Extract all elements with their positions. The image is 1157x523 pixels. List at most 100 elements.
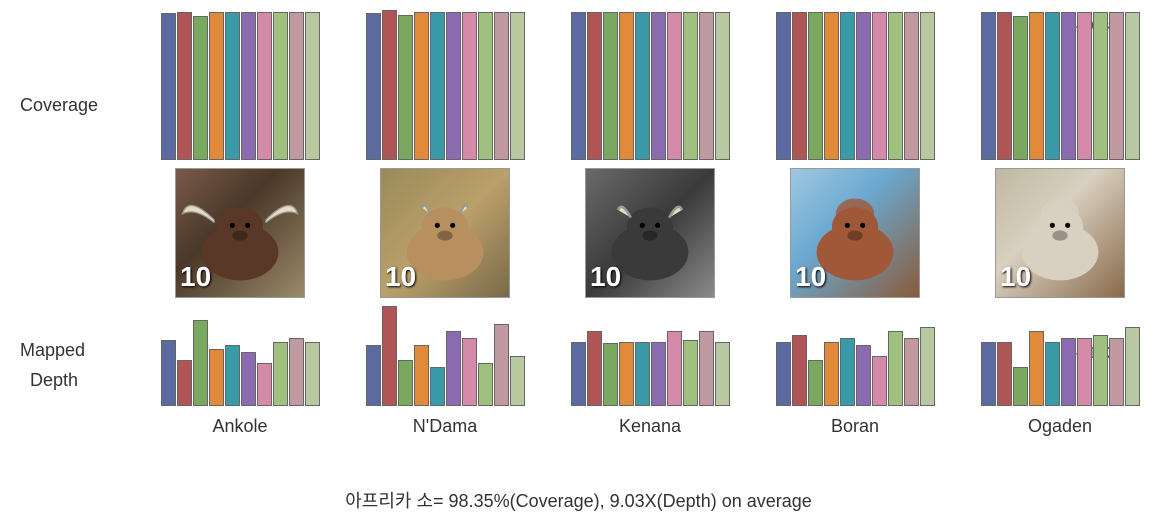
group-name-label: Kenana <box>619 416 681 437</box>
depth-bars <box>981 306 1140 406</box>
depth-bar <box>366 345 381 406</box>
coverage-bar <box>683 12 698 161</box>
coverage-bar <box>920 12 935 161</box>
depth-bar <box>177 360 192 406</box>
depth-bar <box>414 345 429 406</box>
coverage-bar <box>1093 12 1108 161</box>
depth-bar <box>792 335 807 406</box>
coverage-bar <box>699 12 714 161</box>
coverage-bar <box>446 12 461 161</box>
coverage-bar <box>161 13 176 160</box>
depth-label: Depth <box>30 370 78 391</box>
coverage-bar <box>478 12 493 161</box>
depth-bar <box>1029 331 1044 406</box>
coverage-bar <box>289 12 304 161</box>
breed-image: 10 <box>380 168 510 298</box>
coverage-bar <box>667 12 682 161</box>
coverage-bar <box>776 12 791 161</box>
coverage-bar <box>824 12 839 161</box>
depth-bar <box>494 324 509 406</box>
depth-bars <box>366 306 525 406</box>
depth-bar <box>808 360 823 406</box>
coverage-bar <box>430 12 445 161</box>
sample-count: 10 <box>385 261 416 293</box>
depth-bar <box>193 320 208 406</box>
breed-image: 10 <box>175 168 305 298</box>
depth-bar <box>981 342 996 406</box>
depth-bar <box>824 342 839 406</box>
coverage-bar <box>241 12 256 161</box>
depth-bar <box>1125 327 1140 406</box>
depth-bar <box>1109 338 1124 406</box>
coverage-bar <box>997 12 1012 161</box>
depth-bar <box>1013 367 1028 406</box>
depth-bar <box>683 340 698 406</box>
depth-bar <box>651 342 666 406</box>
coverage-bar <box>177 12 192 161</box>
coverage-bar <box>872 12 887 160</box>
coverage-bar <box>587 12 602 161</box>
depth-bar <box>510 356 525 406</box>
coverage-bar <box>462 12 477 161</box>
coverage-bar <box>494 12 509 161</box>
depth-bars <box>571 306 730 406</box>
depth-bars <box>776 306 935 406</box>
depth-bar <box>667 331 682 406</box>
sample-count: 10 <box>590 261 621 293</box>
sample-count: 10 <box>795 261 826 293</box>
group-name-label: N'Dama <box>413 416 477 437</box>
chart-container: Coverage Mapped Depth — 90% — 10X 10Anko… <box>0 0 1157 523</box>
coverage-bar <box>273 12 288 161</box>
depth-bar <box>273 342 288 406</box>
depth-bar <box>1045 342 1060 406</box>
depth-bar <box>225 345 240 406</box>
coverage-bar <box>382 10 397 160</box>
breed-image: 10 <box>995 168 1125 298</box>
group-boran: 10 Boran <box>775 10 935 437</box>
coverage-bars <box>981 10 1140 160</box>
depth-bar <box>430 367 445 406</box>
depth-bar <box>382 306 397 406</box>
depth-bar <box>571 342 586 406</box>
depth-bar <box>1061 338 1076 406</box>
coverage-bar <box>792 12 807 161</box>
depth-bar <box>241 352 256 406</box>
coverage-bar <box>398 15 413 161</box>
coverage-bar <box>840 12 855 161</box>
coverage-bar <box>808 12 823 161</box>
coverage-bar <box>225 12 240 161</box>
depth-bar <box>776 342 791 406</box>
depth-bar <box>904 338 919 406</box>
group-ogaden: 10 Ogaden <box>980 10 1140 437</box>
depth-bar <box>161 340 176 406</box>
depth-bar <box>209 349 224 406</box>
coverage-bar <box>366 13 381 160</box>
depth-bar <box>478 363 493 406</box>
coverage-bar <box>571 12 586 161</box>
coverage-bar <box>603 12 618 161</box>
coverage-bar <box>981 12 996 161</box>
coverage-bar <box>305 12 320 161</box>
coverage-bar <box>510 12 525 161</box>
coverage-bar <box>856 12 871 161</box>
depth-bar <box>446 331 461 406</box>
breed-image: 10 <box>790 168 920 298</box>
caption: 아프리카 소= 98.35%(Coverage), 9.03X(Depth) o… <box>0 487 1157 513</box>
depth-bar <box>856 345 871 406</box>
sample-count: 10 <box>180 261 211 293</box>
depth-bar <box>462 338 477 406</box>
group-name-label: Ogaden <box>1028 416 1092 437</box>
coverage-bar <box>1109 12 1124 161</box>
coverage-bar <box>715 12 730 161</box>
coverage-bar <box>904 12 919 161</box>
coverage-bar <box>1045 12 1060 161</box>
group-ndama: 10 N'Dama <box>365 10 525 437</box>
coverage-label: Coverage <box>20 95 98 116</box>
coverage-bar <box>414 12 429 161</box>
coverage-bars <box>571 10 730 160</box>
group-name-label: Boran <box>831 416 879 437</box>
depth-bar <box>1077 338 1092 406</box>
depth-bar <box>619 342 634 406</box>
depth-bar <box>888 331 903 406</box>
depth-bar <box>997 342 1012 406</box>
